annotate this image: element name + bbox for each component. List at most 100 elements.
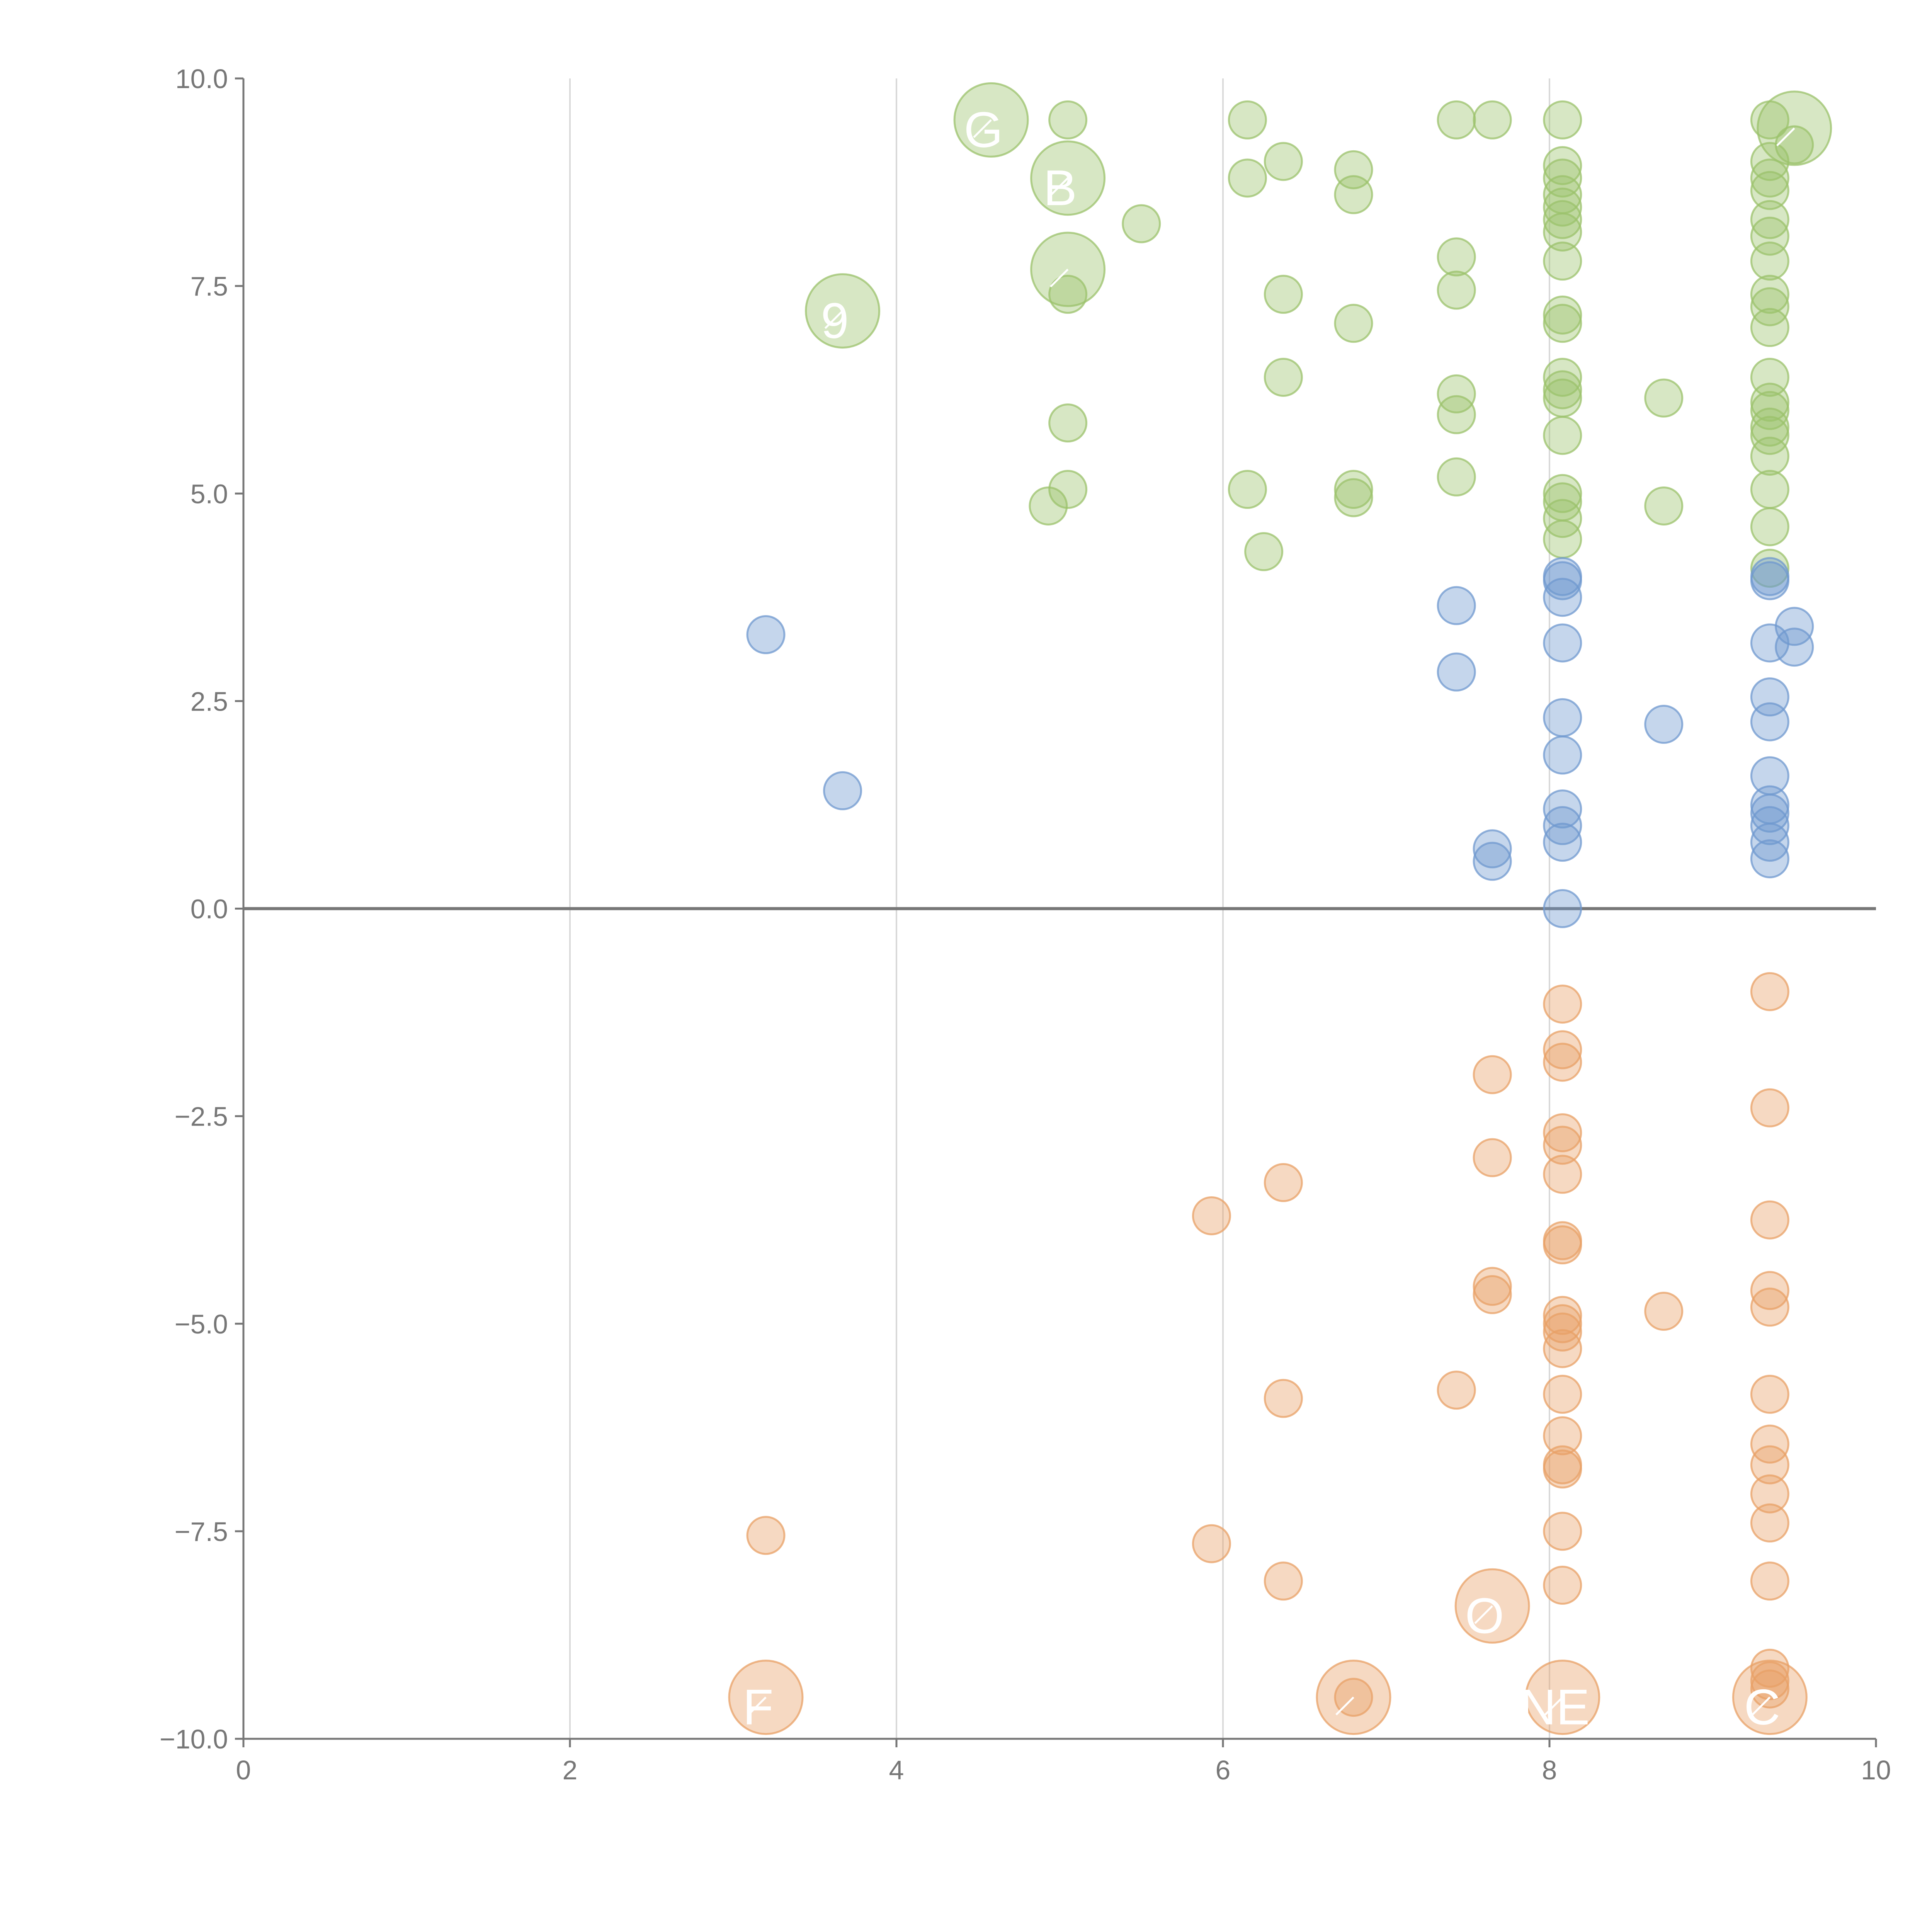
label-leader-line <box>1776 128 1795 146</box>
data-point-bottom <box>1264 1163 1303 1202</box>
data-point-top <box>1750 287 1789 327</box>
y-tick-label: 2.5 <box>190 686 228 716</box>
data-point-top <box>1543 295 1582 335</box>
data-point-top <box>1750 275 1789 314</box>
data-point-top <box>1437 270 1476 310</box>
data-point-top <box>1334 175 1373 214</box>
data-point-bottom <box>1264 1561 1303 1601</box>
data-point-top <box>1750 470 1789 509</box>
data-point-top <box>1750 142 1789 181</box>
x-tick-label: 0 <box>236 1755 251 1785</box>
data-point-top <box>1437 395 1476 434</box>
data-points <box>746 100 1814 1717</box>
data-point-bottom <box>1543 1113 1582 1153</box>
data-point-bottom <box>1543 1416 1582 1456</box>
data-point-bottom <box>1437 1371 1476 1410</box>
data-point-middle <box>1473 829 1512 869</box>
label-leader-line <box>1049 269 1069 287</box>
data-point-top <box>1334 478 1373 517</box>
point-label: F <box>743 1679 773 1735</box>
data-point-bottom <box>1750 1669 1789 1709</box>
y-tick-label: −2.5 <box>175 1102 228 1132</box>
data-point-top <box>1543 499 1582 538</box>
data-point-bottom <box>1543 1043 1582 1082</box>
y-tick-label: −10.0 <box>160 1724 228 1754</box>
data-point-top <box>1543 378 1582 418</box>
data-point-top <box>1543 304 1582 343</box>
data-point-top <box>1750 308 1789 347</box>
data-point-top <box>1543 158 1582 198</box>
data-point-middle <box>1543 698 1582 737</box>
data-point-bottom <box>1543 1374 1582 1414</box>
data-point-top <box>1334 470 1373 509</box>
x-tick-label: 8 <box>1542 1755 1557 1785</box>
data-point-top <box>1543 370 1582 410</box>
y-tick-label: −5.0 <box>175 1309 228 1339</box>
data-point-middle <box>1543 735 1582 775</box>
axes: 0 2 4 6 8 10 10.0 7.5 5.0 2.5 0.0 −2.5 −5.0 −7.5 −10.0 <box>160 64 1891 1785</box>
data-point-bottom <box>1473 1138 1512 1177</box>
data-point-bottom <box>1192 1196 1231 1235</box>
data-point-bottom <box>1750 1374 1789 1414</box>
data-point-top <box>1543 146 1582 185</box>
data-point-top <box>1543 242 1582 281</box>
data-point-top <box>1543 357 1582 397</box>
data-point-middle <box>1750 839 1789 879</box>
data-point-bottom <box>1750 1271 1789 1310</box>
x-tick-label: 2 <box>563 1755 578 1785</box>
data-point-bottom <box>1750 1561 1789 1601</box>
data-point-bottom <box>1644 1292 1684 1331</box>
x-tick-label: 10 <box>1861 1755 1891 1785</box>
label-leader-line <box>1752 1696 1771 1716</box>
data-point-bottom <box>1750 1424 1789 1464</box>
data-point-top <box>1750 158 1789 198</box>
data-point-middle <box>1750 823 1789 862</box>
data-point-top <box>1750 416 1789 455</box>
data-point-top <box>1437 457 1476 497</box>
data-point-bottom <box>1543 1225 1582 1265</box>
data-point-middle <box>746 615 786 654</box>
data-point-bottom <box>1543 1312 1582 1352</box>
data-point-middle <box>1775 628 1814 667</box>
data-point-top <box>1048 275 1088 314</box>
data-point-top <box>1644 486 1684 526</box>
data-point-bottom <box>1750 1287 1789 1327</box>
data-point-middle <box>1644 705 1684 744</box>
x-tick-label: 6 <box>1216 1755 1231 1785</box>
data-point-top <box>1048 403 1088 443</box>
data-point-top <box>1048 100 1088 139</box>
label-leader-line <box>748 1696 767 1716</box>
data-point-top <box>1750 407 1789 447</box>
label-leader-line <box>1049 177 1069 196</box>
data-point-middle <box>1543 806 1582 845</box>
data-point-top <box>1264 142 1303 181</box>
data-point-top <box>1228 470 1267 509</box>
data-point-top <box>1750 437 1789 476</box>
data-point-bottom <box>1750 1503 1789 1543</box>
point-label: O <box>1465 1587 1504 1644</box>
data-point-top <box>1264 357 1303 397</box>
data-point-middle <box>1543 889 1582 928</box>
point-label: C <box>1744 1679 1780 1735</box>
data-point-top <box>1228 158 1267 198</box>
point-label: 9 <box>821 293 849 349</box>
y-tick-label: 7.5 <box>190 271 228 301</box>
data-point-middle <box>1750 623 1789 663</box>
data-point-bottom <box>1473 1267 1512 1306</box>
data-point-top <box>1264 275 1303 314</box>
data-point-bottom <box>1473 1055 1512 1094</box>
y-tick-label: 10.0 <box>175 64 228 94</box>
data-point-middle <box>1750 561 1789 600</box>
data-point-bottom <box>1543 1449 1582 1489</box>
data-point-bottom <box>1543 1126 1582 1165</box>
data-point-middle <box>1437 586 1476 625</box>
data-point-top <box>1750 242 1789 281</box>
data-point-middle <box>1543 578 1582 617</box>
data-point-bottom <box>1473 1275 1512 1315</box>
data-point-top <box>1543 519 1582 559</box>
data-point-top <box>1543 100 1582 139</box>
data-point-middle <box>1543 789 1582 829</box>
y-tick-label: 0.0 <box>190 894 228 924</box>
data-point-bottom <box>1543 1329 1582 1368</box>
